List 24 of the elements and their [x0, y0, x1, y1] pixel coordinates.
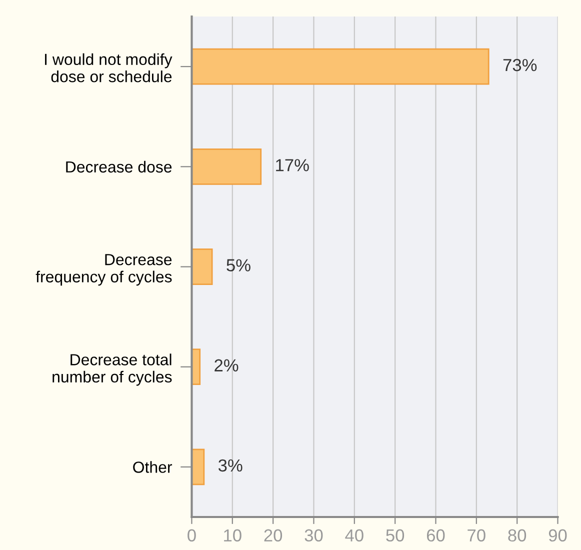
data-label: 17%: [276, 159, 309, 172]
data-label: 2%: [214, 359, 238, 372]
x-tick-label: 20: [264, 529, 282, 542]
bar: [192, 248, 213, 285]
x-tick-label: 80: [508, 529, 526, 542]
bar: [192, 448, 205, 486]
data-label: 73%: [503, 58, 537, 72]
x-tick-label: 50: [386, 529, 404, 542]
data-label: 3%: [218, 459, 242, 472]
y-tick-label: Other: [133, 461, 172, 473]
x-tick-label: 70: [468, 529, 486, 542]
bar: [192, 148, 262, 185]
x-tick-label: 10: [224, 529, 242, 542]
y-tick-label: Decrease total number of cycles: [52, 354, 172, 386]
y-tick-label: Decrease dose: [66, 160, 172, 173]
bar: [192, 48, 490, 85]
y-tick-label: I would not modify dose or schedule: [45, 53, 172, 82]
x-tick-label: 30: [304, 529, 323, 542]
x-tick-label: 90: [548, 529, 567, 542]
y-tick-label: Decrease frequency of cycles: [36, 254, 172, 286]
x-tick-label: 0: [188, 529, 196, 542]
x-tick-label: 60: [426, 529, 445, 542]
data-label: 5%: [226, 259, 250, 272]
x-tick-label: 40: [345, 529, 364, 542]
